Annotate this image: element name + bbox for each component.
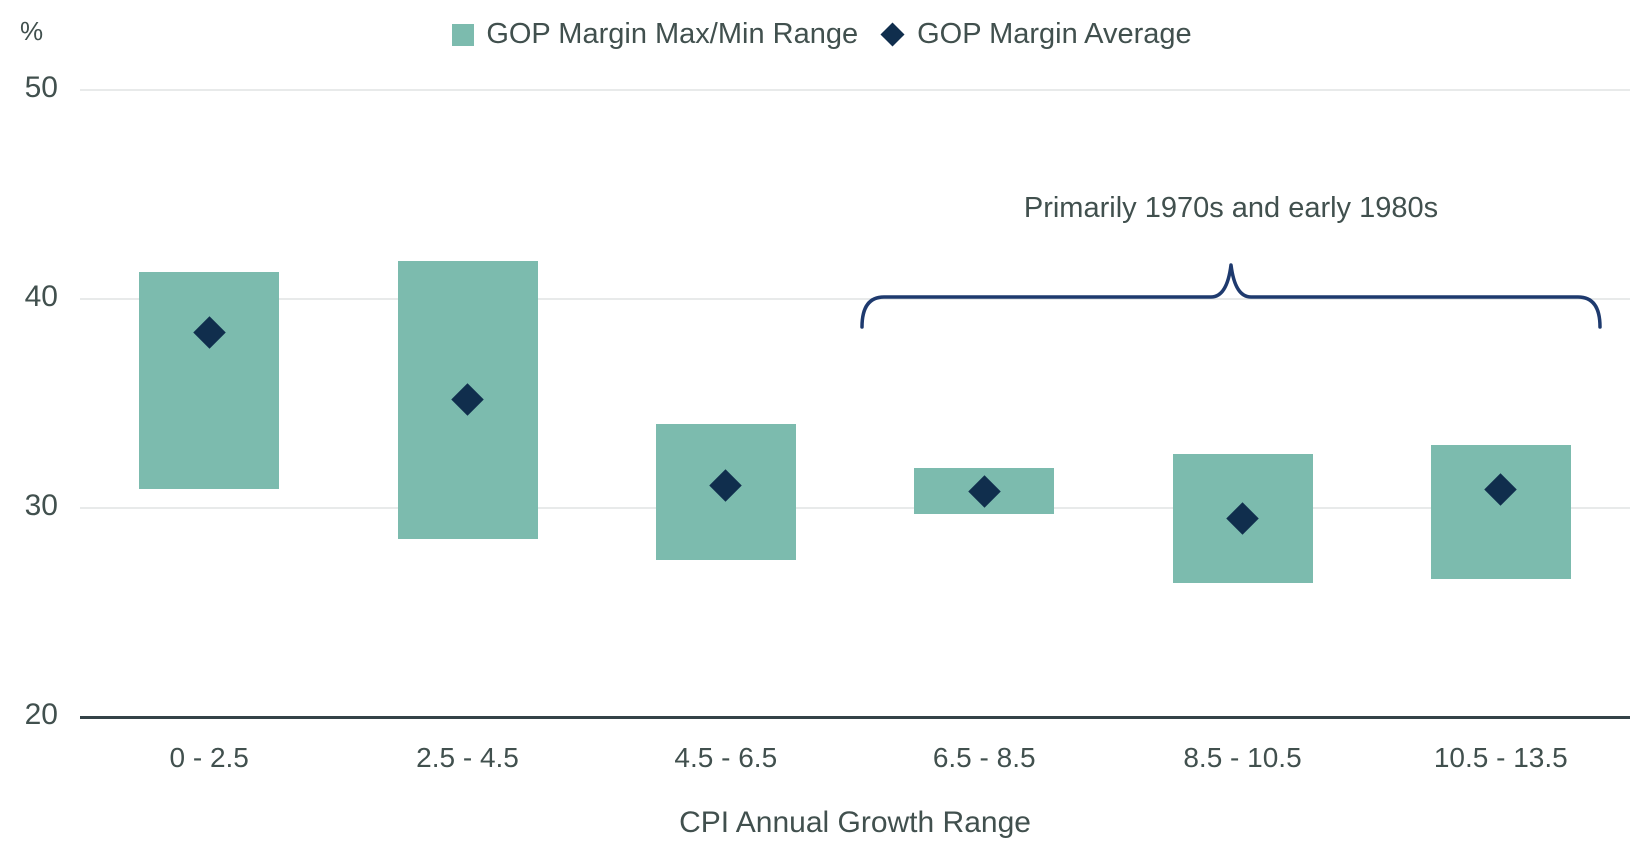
x-tick-label: 6.5 - 8.5 [932,742,1036,773]
gridline [80,507,1630,509]
range-bar [1430,445,1571,580]
y-tick-label: 20 [24,698,58,731]
x-tick-label: 4.5 - 6.5 [674,742,778,773]
y-tick-label: 50 [24,71,58,104]
legend-average-diamond-icon [880,22,905,47]
gridline [80,298,1630,300]
legend: GOP Margin Max/Min Range GOP Margin Aver… [0,18,1644,51]
legend-range-swatch-icon [452,23,475,46]
annotation-label: Primarily 1970s and early 1980s [1023,192,1439,224]
x-tick-label: 0 - 2.5 [169,742,249,773]
y-axis-unit-label: % [20,16,44,46]
gridline [80,89,1630,91]
y-tick-label: 30 [24,489,58,522]
x-axis-title: CPI Annual Growth Range [679,806,1031,839]
x-tick-label: 10.5 - 13.5 [1433,742,1568,773]
legend-average-label: GOP Margin Average [917,18,1192,50]
x-axis-line [80,716,1630,719]
x-tick-label: 2.5 - 4.5 [416,742,519,773]
y-tick-label: 40 [24,280,58,313]
x-tick-label: 8.5 - 10.5 [1183,742,1302,773]
range-bar [139,271,280,490]
legend-range-label: GOP Margin Max/Min Range [486,18,859,50]
